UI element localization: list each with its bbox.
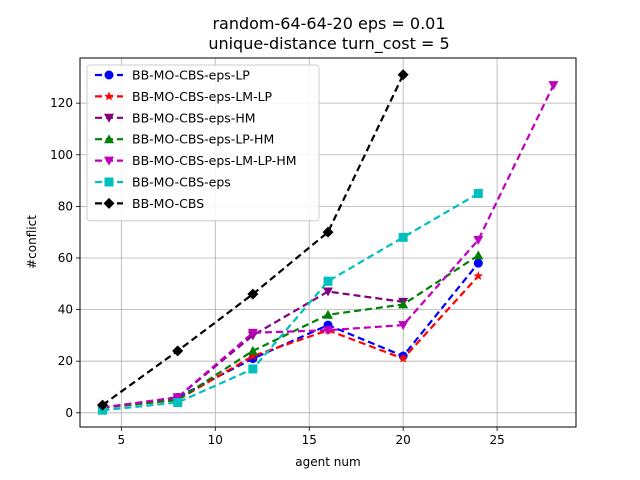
y-tick-label: 80 [58,199,73,213]
data-point [473,258,483,268]
data-point [398,353,408,363]
legend-marker [103,197,115,209]
legend-item: BB-MO-CBS-eps-LP [95,68,250,83]
legend-label: BB-MO-CBS-eps-LP [132,68,250,83]
y-tick-label: 0 [65,406,73,420]
data-point [398,232,408,242]
x-tick-label: 5 [118,433,126,447]
series-line [102,262,480,409]
data-point [247,328,258,338]
legend-label: BB-MO-CBS [132,196,204,211]
series-group [97,69,559,415]
data-point [173,397,183,407]
data-point [473,250,484,260]
legend-item: BB-MO-CBS-eps-HM [95,110,256,125]
series-line [102,275,480,409]
legend-label: BB-MO-CBS-eps-HM [132,110,256,125]
data-point [398,299,409,309]
chart-title-line-1: random-64-64-20 eps = 0.01 [212,14,445,33]
data-point [397,69,409,81]
data-point [473,271,484,281]
x-tick-label: 10 [208,433,223,447]
data-point [323,309,333,319]
data-point [323,276,333,286]
data-point [248,351,258,361]
data-point [172,345,184,357]
data-point [548,81,559,91]
data-point [322,226,334,238]
axis-ticks: 5 10 15 20 25 0 20 40 60 80 100 120 [50,96,505,447]
legend-label: BB-MO-CBS-eps-LP-HM [132,132,274,147]
x-tick-label: 20 [396,433,411,447]
x-tick-label: 25 [489,433,504,447]
chart-title-line-2: unique-distance turn_cost = 5 [208,34,449,54]
y-tick-label: 100 [50,148,73,162]
legend-item: BB-MO-CBS [95,196,204,211]
legend-box [86,64,320,222]
series-line [102,192,479,412]
legend-marker [104,113,114,123]
legend-marker [104,177,114,187]
legend-item: BB-MO-CBS-eps-LM-LP [95,89,273,104]
legend-label: BB-MO-CBS-eps [132,175,231,190]
data-point [172,393,183,403]
legend-marker [104,134,114,144]
legend-label: BB-MO-CBS-eps-LM-LP [132,89,273,104]
legend-item: BB-MO-CBS-eps-LM-LP-HM [95,153,297,168]
data-point [398,321,409,331]
data-point [247,288,259,300]
legend-marker [104,156,114,166]
legend-item: BB-MO-CBS-eps-LP-HM [95,132,274,147]
data-point [248,364,258,374]
y-axis-label: #conflict [25,215,39,269]
y-tick-label: 120 [50,96,73,110]
data-point [97,399,109,411]
data-point [473,188,483,198]
data-point [323,287,333,297]
legend-marker [104,70,114,80]
y-tick-label: 40 [58,303,73,317]
y-tick-label: 20 [58,354,73,368]
x-tick-label: 15 [302,433,317,447]
legend: BB-MO-CBS-eps-LP BB-MO-CBS-eps-LM-LP BB-MO… [86,64,320,222]
series-6 [97,69,409,411]
data-point [473,235,484,245]
legend-marker [104,91,114,101]
plot-area [79,57,577,428]
series-line [101,74,405,406]
legend-item: BB-MO-CBS-eps [95,175,231,190]
data-point [323,326,333,336]
y-tick-label: 60 [58,251,73,265]
x-axis-label: agent num [295,455,360,469]
data-point [247,345,258,355]
legend-label: BB-MO-CBS-eps-LM-LP-HM [132,153,297,168]
